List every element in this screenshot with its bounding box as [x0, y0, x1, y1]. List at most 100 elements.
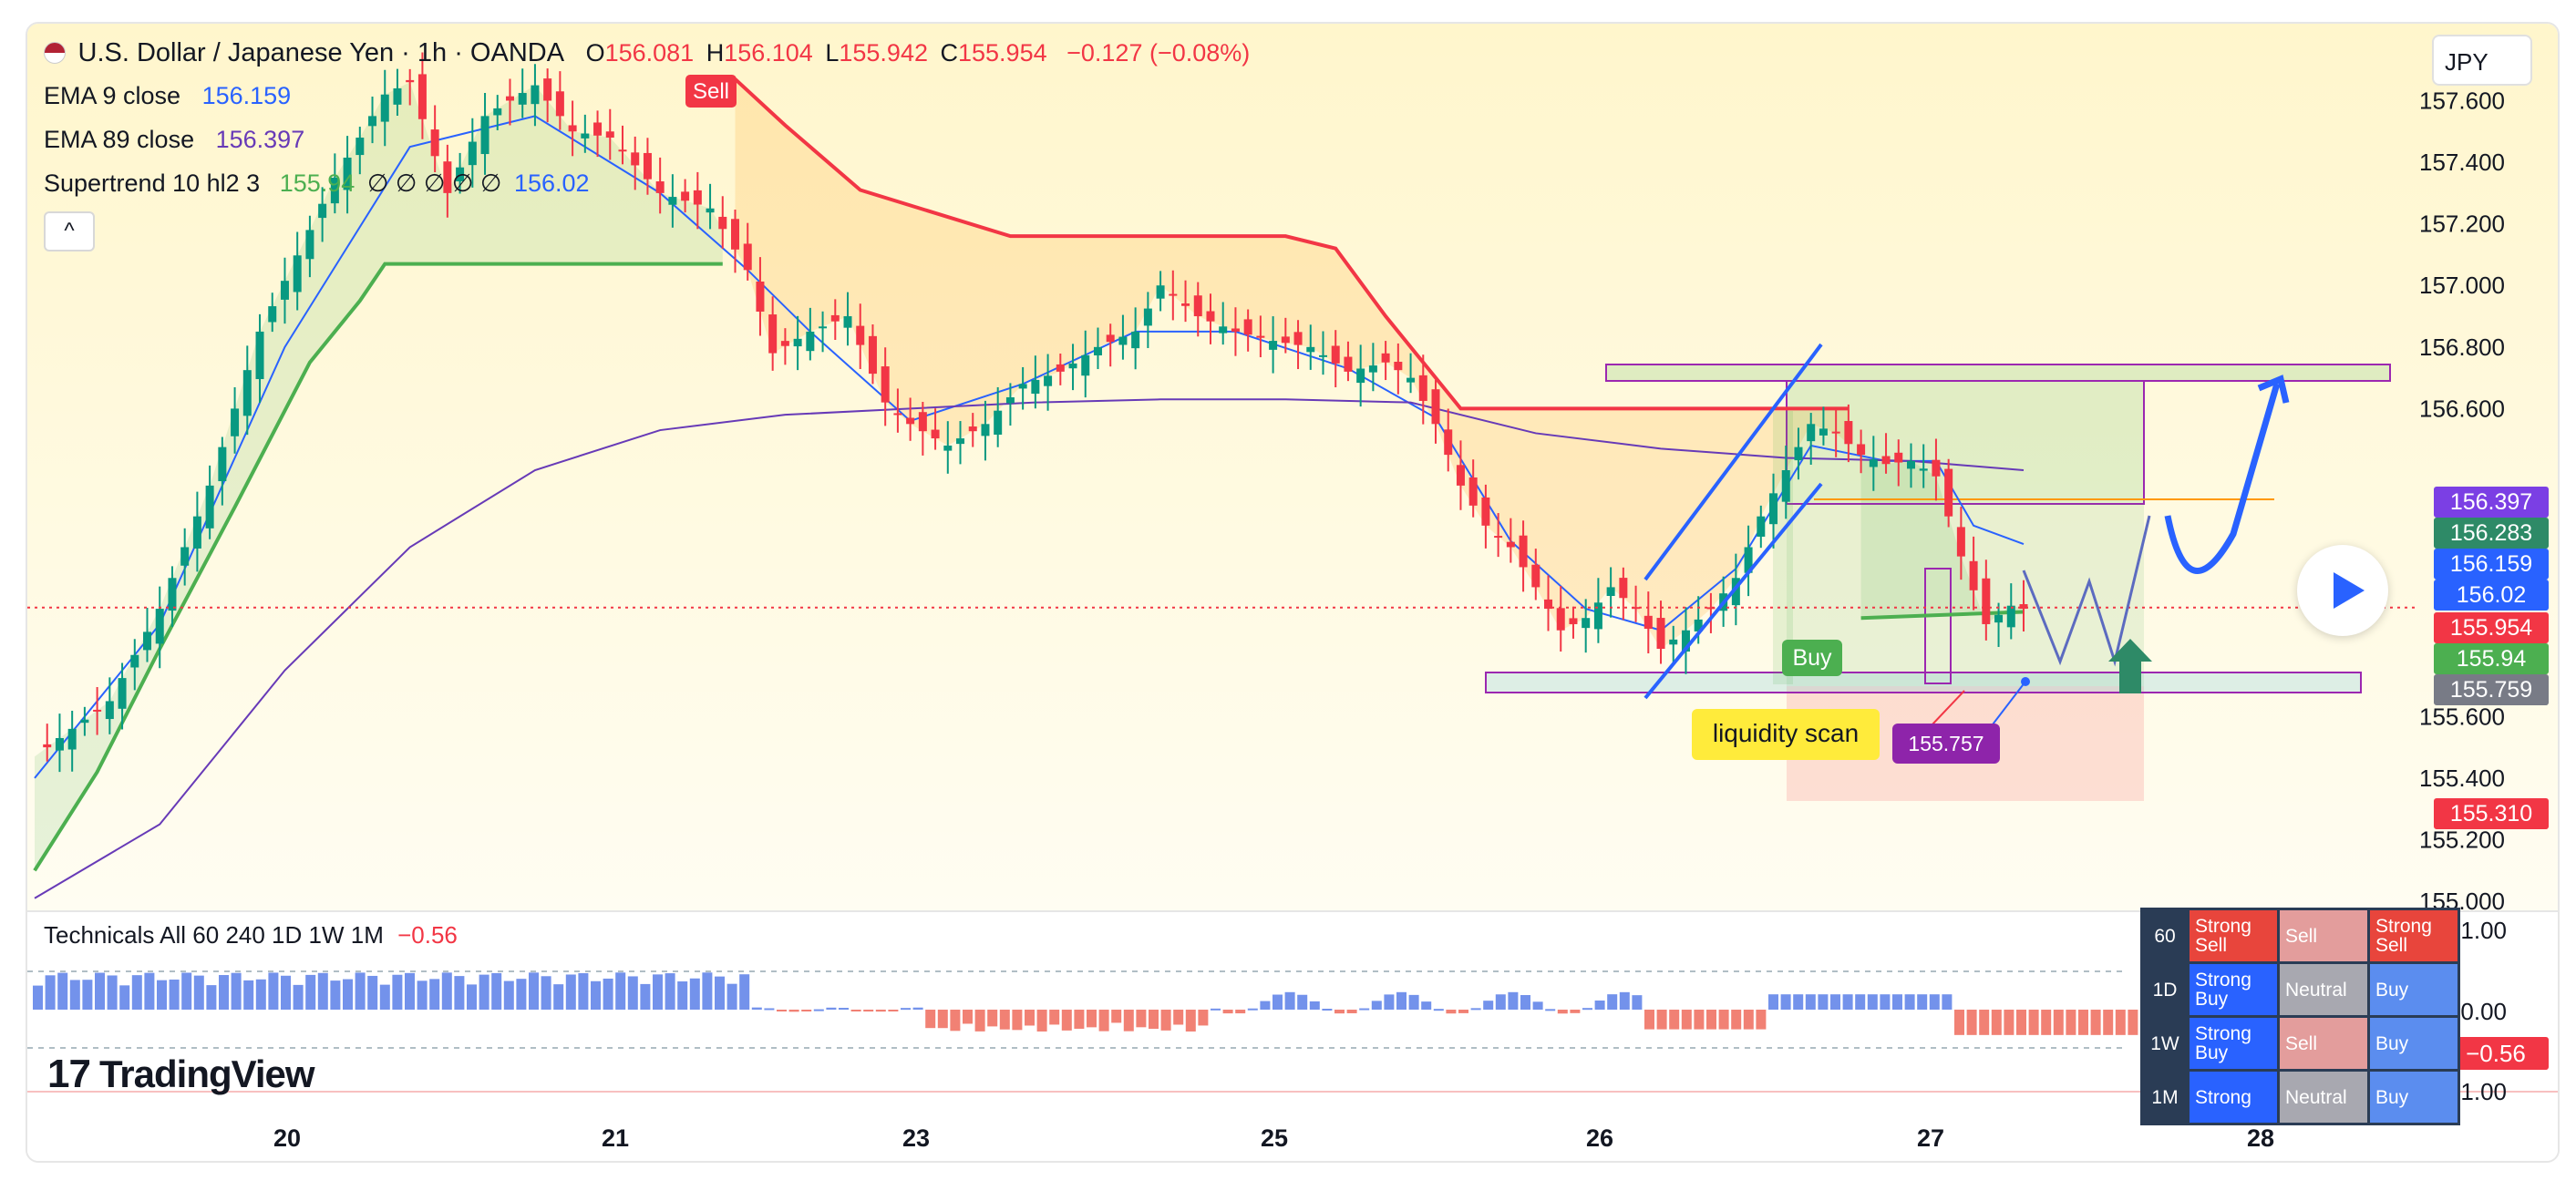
rating-cell: Neutral [2280, 1072, 2367, 1123]
candle-body [280, 281, 289, 300]
candle-body [581, 133, 590, 139]
candle-body [1368, 365, 1377, 373]
candle-body [806, 331, 815, 352]
support-band [1485, 672, 2362, 693]
technicals-bar [281, 975, 291, 1010]
technicals-bar [107, 975, 118, 1010]
candle-body [1681, 630, 1690, 652]
technicals-bar [1917, 994, 1928, 1010]
technicals-label: Technicals All 60 240 1D 1W 1M [44, 921, 384, 949]
candle-body [2019, 604, 2028, 610]
candle-body [655, 181, 665, 193]
price-axis-tag: 155.94 [2434, 643, 2549, 674]
candle-body [1669, 639, 1678, 645]
technicals-bar [541, 976, 551, 1010]
rating-cell: Buy [2370, 1072, 2458, 1123]
technicals-bar [379, 984, 390, 1010]
candle-body [355, 138, 365, 156]
candle-body [417, 74, 427, 119]
technicals-bar [1508, 991, 1519, 1010]
technicals-bar [1322, 1009, 1333, 1011]
low-label: L [825, 39, 840, 67]
technicals-bar [627, 976, 638, 1010]
price-tick-label: 155.600 [2419, 703, 2505, 730]
technicals-bar [788, 1010, 799, 1012]
ema9-value: 156.159 [201, 82, 292, 109]
candle-body [1381, 353, 1390, 363]
supertrend-legend[interactable]: Supertrend 10 hl2 3 155.94 ∅ ∅ ∅ ∅ ∅ 156… [44, 169, 595, 198]
candle-body [956, 438, 965, 445]
time-tick-label: 23 [902, 1124, 930, 1152]
technicals-pane-background [27, 912, 2558, 1161]
rating-cell: Neutral [2280, 964, 2367, 1015]
candle-body [1106, 334, 1115, 343]
candle-body [1243, 319, 1252, 335]
rating-cell: Strong Sell [2190, 910, 2277, 961]
candle-body [1919, 468, 1928, 471]
price-chart[interactable]: 157.600 157.400 157.200 157.000 156.800 156.6… [27, 24, 2558, 1161]
technicals-bar [603, 978, 613, 1010]
technicals-bar [1632, 995, 1643, 1010]
channel-upper-line [1643, 343, 1823, 581]
liquidity-box [1692, 709, 1880, 760]
technicals-bar [144, 972, 155, 1010]
candle-body [743, 243, 752, 271]
ema89-legend[interactable]: EMA 89 close 156.397 [44, 126, 310, 154]
candle-body [1807, 424, 1816, 442]
candle-body [1869, 459, 1878, 467]
candle-body [1344, 356, 1353, 372]
price-tick-label: 157.400 [2419, 149, 2505, 176]
target-zone [1786, 380, 2145, 505]
candle-body [1944, 468, 1953, 517]
candle-body [1757, 516, 1766, 537]
target-arrowhead [2257, 375, 2290, 404]
candle-body [1431, 389, 1440, 425]
resistance-band [1605, 364, 2391, 382]
chart-frame: 157.600 157.400 157.200 157.000 156.800 156.6… [26, 22, 2560, 1163]
technicals-bar [1756, 1010, 1767, 1030]
time-tick-label: 20 [273, 1124, 301, 1152]
chevron-up-icon[interactable]: ^ [44, 211, 95, 251]
supertrend-down-fill [735, 78, 1849, 650]
tradingview-logo[interactable]: 17 TradingView [47, 1052, 315, 1097]
level-box [1892, 724, 2000, 764]
supertrend-line-segment [734, 77, 1849, 411]
price-tick-label: 155.200 [2419, 826, 2505, 854]
technicals-bar [950, 1010, 961, 1032]
candle-body [1969, 560, 1978, 590]
ema9-legend[interactable]: EMA 9 close 156.159 [44, 82, 296, 110]
technicals-bar [454, 976, 465, 1010]
technicals-bar [665, 973, 675, 1010]
candle-body [1406, 377, 1416, 383]
technicals-bar [1545, 1009, 1556, 1011]
technicals-bar [1904, 994, 1915, 1010]
technicals-bar [330, 980, 341, 1010]
flag-icon [44, 42, 66, 64]
candle-body [1706, 607, 1716, 610]
candle-body [931, 429, 940, 439]
technicals-bar [2090, 1010, 2101, 1035]
technicals-bar [1211, 1008, 1221, 1011]
technicals-bar [2016, 1010, 2026, 1035]
technicals-bar [1309, 1001, 1320, 1010]
technicals-bar [429, 979, 440, 1010]
technicals-bar [2004, 1010, 2014, 1035]
play-icon[interactable] [2297, 545, 2388, 636]
technicals-bar [1979, 1010, 1990, 1035]
technicals-legend[interactable]: Technicals All 60 240 1D 1W 1M −0.56 [44, 921, 458, 950]
candle-body [1519, 535, 1528, 568]
technicals-bar [1594, 1001, 1605, 1010]
candle-body [1544, 599, 1553, 610]
technicals-bar [1532, 1001, 1543, 1010]
technicals-bar [1297, 994, 1308, 1010]
technicals-bar [95, 972, 105, 1010]
technicals-bar [1669, 1010, 1680, 1030]
technicals-bar [355, 972, 366, 1010]
candle-body [1306, 346, 1315, 353]
technicals-bar [863, 1010, 874, 1012]
candle-body [843, 316, 852, 328]
candle-body [780, 341, 789, 346]
candle-body [305, 230, 314, 260]
currency-button[interactable]: JPY [2432, 35, 2532, 86]
up-arrow-icon [2108, 639, 2152, 693]
